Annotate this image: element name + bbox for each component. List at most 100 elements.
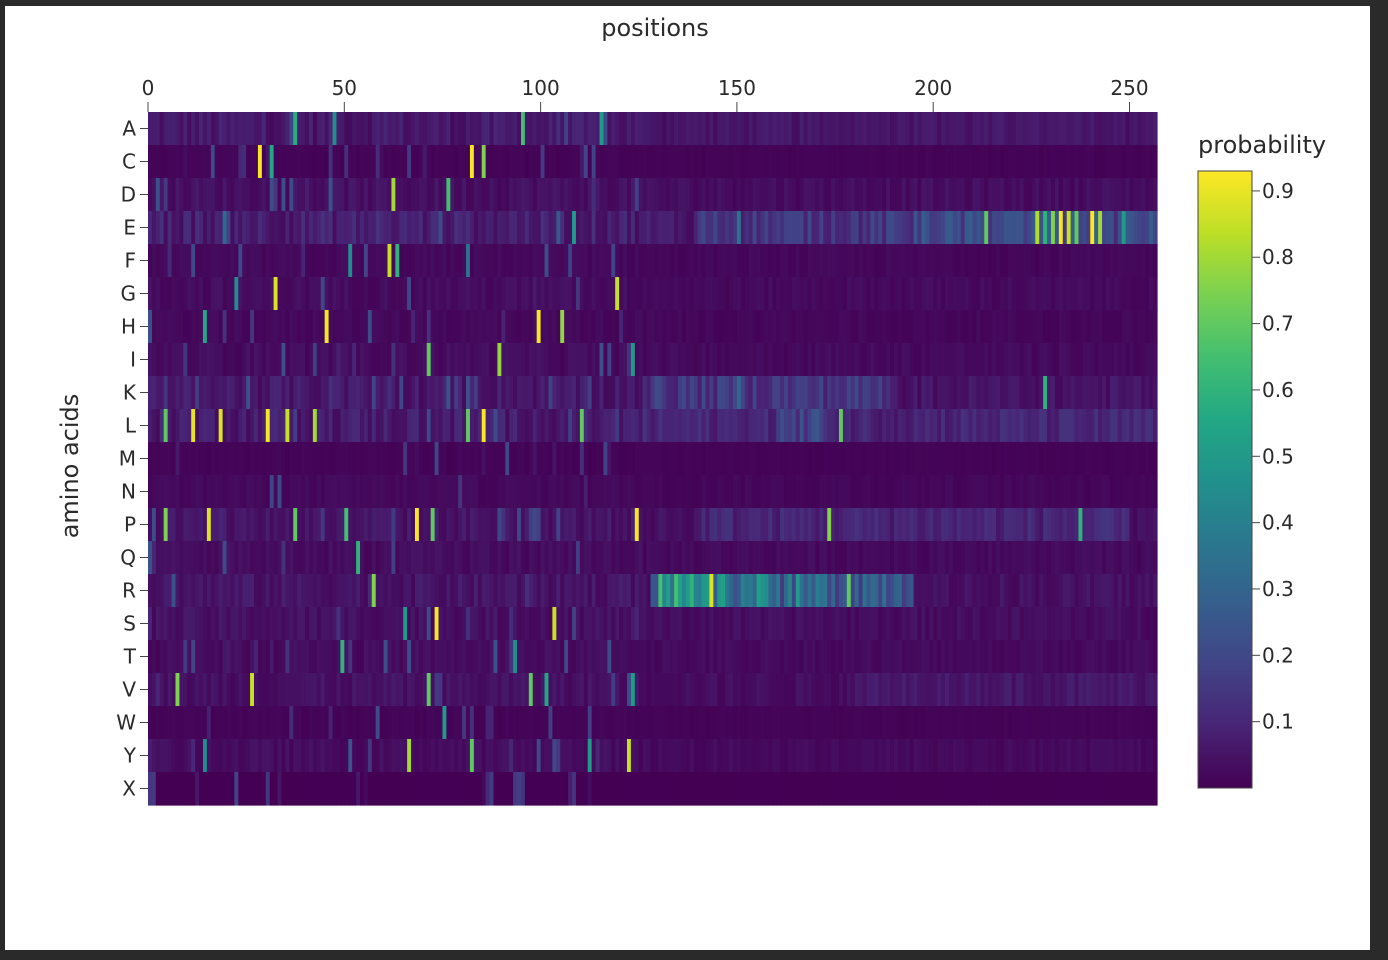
heatmap-cell xyxy=(285,409,290,443)
heatmap-cell xyxy=(630,277,636,311)
heatmap-cell xyxy=(1129,673,1135,707)
heatmap-cell xyxy=(159,508,165,542)
heatmap-cell xyxy=(917,244,923,278)
heatmap-cell xyxy=(242,607,247,641)
heatmap-cell xyxy=(992,541,997,575)
heatmap-cell xyxy=(324,739,330,773)
heatmap-cell xyxy=(517,640,522,674)
heatmap-cell xyxy=(827,211,832,245)
heatmap-cell xyxy=(548,343,553,377)
heatmap-cell xyxy=(226,475,232,509)
heatmap-cell xyxy=(599,475,605,509)
heatmap-cell xyxy=(984,310,989,344)
heatmap-cell xyxy=(391,310,396,344)
heatmap-cell xyxy=(454,376,459,410)
heatmap-cell xyxy=(1121,574,1127,608)
heatmap-cell xyxy=(1125,376,1131,410)
heatmap-cell xyxy=(167,541,173,575)
heatmap-cell xyxy=(403,376,408,410)
heatmap-cell xyxy=(568,574,573,608)
heatmap-cell xyxy=(163,607,169,641)
heatmap-cell xyxy=(827,706,832,740)
heatmap-cell xyxy=(159,640,165,674)
heatmap-cell xyxy=(1035,376,1040,410)
heatmap-cell xyxy=(929,376,934,410)
heatmap-cell xyxy=(905,343,911,377)
heatmap-cell xyxy=(568,244,573,278)
heatmap-cell xyxy=(1082,508,1087,542)
heatmap-cell xyxy=(159,244,165,278)
heatmap-cell xyxy=(466,178,471,212)
heatmap-cell xyxy=(658,310,663,344)
heatmap-cell xyxy=(941,244,946,278)
heatmap-cell xyxy=(579,409,585,443)
heatmap-cell xyxy=(1054,508,1060,542)
heatmap-cell xyxy=(285,145,290,179)
heatmap-cell xyxy=(332,475,338,509)
heatmap-cell xyxy=(254,607,259,641)
heatmap-cell xyxy=(701,673,707,707)
heatmap-cell xyxy=(1090,607,1095,641)
heatmap-cell xyxy=(269,178,275,212)
heatmap-cell xyxy=(689,211,695,245)
heatmap-cell xyxy=(1039,508,1044,542)
heatmap-cell xyxy=(540,508,546,542)
heatmap-cell xyxy=(564,310,569,344)
heatmap-cell xyxy=(827,673,832,707)
heatmap-cell xyxy=(689,343,695,377)
heatmap-cell xyxy=(391,277,396,311)
heatmap-cell xyxy=(218,475,224,509)
heatmap-cell xyxy=(650,475,656,509)
heatmap-cell xyxy=(678,409,683,443)
heatmap-cell xyxy=(379,706,385,740)
heatmap-cell xyxy=(367,541,373,575)
heatmap-cell xyxy=(222,112,228,146)
heatmap-cell xyxy=(191,706,196,740)
heatmap-cell xyxy=(1098,574,1103,608)
heatmap-cell xyxy=(972,112,977,146)
heatmap-cell xyxy=(281,640,287,674)
heatmap-cell xyxy=(356,343,361,377)
heatmap-cell xyxy=(544,343,550,377)
heatmap-cell xyxy=(1047,409,1052,443)
heatmap-cell xyxy=(1023,145,1029,179)
heatmap-cell xyxy=(324,475,330,509)
heatmap-cell xyxy=(717,508,722,542)
heatmap-cell xyxy=(466,541,471,575)
heatmap-cell xyxy=(1141,574,1146,608)
heatmap-cell xyxy=(473,673,479,707)
heatmap-cell xyxy=(524,310,530,344)
heatmap-cell xyxy=(603,178,608,212)
heatmap-cell xyxy=(752,409,758,443)
heatmap-cell xyxy=(799,442,805,476)
heatmap-cell xyxy=(564,244,569,278)
heatmap-cell xyxy=(520,211,526,245)
heatmap-cell xyxy=(791,607,797,641)
heatmap-cell xyxy=(634,706,640,740)
heatmap-cell xyxy=(1078,343,1084,377)
heatmap-cell xyxy=(328,376,334,410)
heatmap-cell xyxy=(964,145,970,179)
heatmap-cell xyxy=(1121,607,1127,641)
heatmap-cell xyxy=(925,145,930,179)
heatmap-cell xyxy=(850,376,856,410)
heatmap-cell xyxy=(662,640,667,674)
heatmap-cell xyxy=(795,541,801,575)
heatmap-cell xyxy=(454,574,459,608)
heatmap-cell xyxy=(615,310,620,344)
heatmap-cell xyxy=(556,112,561,146)
heatmap-cell xyxy=(693,706,699,740)
heatmap-cell xyxy=(654,145,659,179)
heatmap-cell xyxy=(1070,409,1076,443)
heatmap-cell xyxy=(489,310,495,344)
heatmap-cell xyxy=(874,277,879,311)
heatmap-cell xyxy=(340,607,345,641)
heatmap-cell xyxy=(540,706,546,740)
heatmap-cell xyxy=(399,310,404,344)
heatmap-cell xyxy=(214,376,220,410)
heatmap-cell xyxy=(956,145,962,179)
heatmap-cell xyxy=(1094,178,1099,212)
heatmap-cell xyxy=(1153,244,1158,278)
heatmap-cell xyxy=(599,442,605,476)
heatmap-cell xyxy=(250,574,255,608)
